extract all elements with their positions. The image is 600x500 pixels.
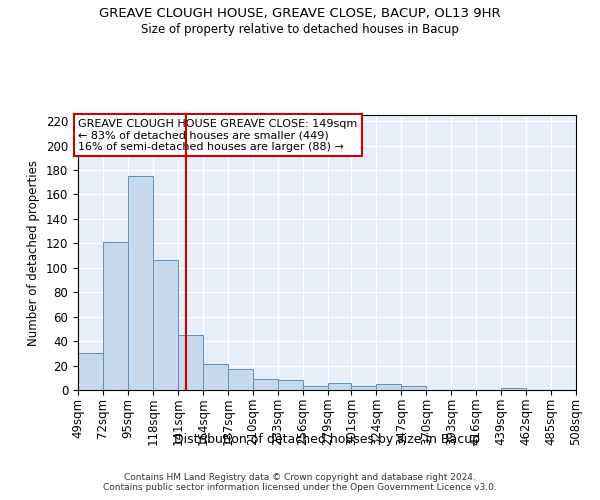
Bar <box>501 388 526 390</box>
Bar <box>178 335 203 390</box>
Text: Size of property relative to detached houses in Bacup: Size of property relative to detached ho… <box>141 22 459 36</box>
Text: Distribution of detached houses by size in Bacup: Distribution of detached houses by size … <box>174 432 480 446</box>
Bar <box>203 364 228 390</box>
Bar <box>128 176 153 390</box>
Text: GREAVE CLOUGH HOUSE GREAVE CLOSE: 149sqm
← 83% of detached houses are smaller (4: GREAVE CLOUGH HOUSE GREAVE CLOSE: 149sqm… <box>78 118 357 152</box>
Bar <box>103 242 128 390</box>
Bar <box>401 386 426 390</box>
Y-axis label: Number of detached properties: Number of detached properties <box>28 160 40 346</box>
Bar <box>228 369 253 390</box>
Bar <box>328 382 352 390</box>
Text: Contains HM Land Registry data © Crown copyright and database right 2024.
Contai: Contains HM Land Registry data © Crown c… <box>103 473 497 492</box>
Bar <box>376 384 401 390</box>
Bar <box>78 354 103 390</box>
Bar <box>153 260 178 390</box>
Text: GREAVE CLOUGH HOUSE, GREAVE CLOSE, BACUP, OL13 9HR: GREAVE CLOUGH HOUSE, GREAVE CLOSE, BACUP… <box>99 8 501 20</box>
Bar <box>352 386 376 390</box>
Bar <box>253 379 278 390</box>
Bar <box>278 380 302 390</box>
Bar <box>302 386 328 390</box>
